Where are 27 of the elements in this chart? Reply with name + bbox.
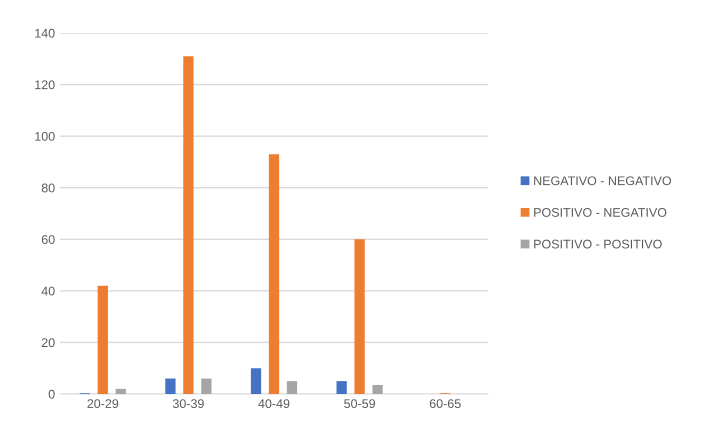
bar bbox=[116, 388, 126, 394]
bar bbox=[165, 378, 176, 394]
x-tick-label: 20-29 bbox=[87, 399, 118, 408]
y-tick-label: 20 bbox=[42, 338, 55, 348]
bar bbox=[250, 368, 262, 394]
y-tick-label: 80 bbox=[42, 184, 55, 192]
bar bbox=[354, 239, 365, 394]
y-tick-label: 40 bbox=[42, 286, 55, 296]
bar bbox=[268, 154, 280, 394]
y-tick-label: 0 bbox=[48, 390, 55, 399]
x-tick-label: 30-39 bbox=[172, 399, 204, 408]
bar bbox=[201, 378, 212, 394]
y-tick-label: 100 bbox=[35, 132, 55, 141]
bar bbox=[286, 381, 298, 394]
bar bbox=[98, 286, 108, 394]
x-tick-label: 50-59 bbox=[344, 399, 375, 408]
legend-label: POSITIVO - NEGATIVO bbox=[534, 208, 666, 217]
y-tick-label: 140 bbox=[35, 28, 55, 38]
legend-label: NEGATIVO - NEGATIVO bbox=[534, 176, 672, 186]
bar bbox=[336, 381, 347, 394]
y-tick-label: 60 bbox=[42, 235, 55, 244]
x-tick-label: 60-65 bbox=[430, 399, 461, 408]
x-tick-label: 40-49 bbox=[258, 399, 290, 408]
bar bbox=[372, 384, 383, 394]
legend-label: POSITIVO - POSITIVO bbox=[534, 240, 662, 249]
y-tick-label: 120 bbox=[35, 80, 55, 90]
bar bbox=[183, 56, 194, 394]
